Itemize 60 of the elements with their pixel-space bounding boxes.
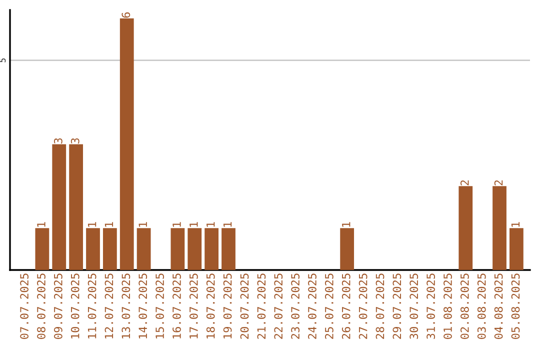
bar [458, 186, 473, 270]
data-label: 1 [104, 222, 114, 227]
data-label: 1 [88, 222, 96, 227]
x-tick-label: 12.07.2025 [104, 274, 114, 338]
bar [69, 144, 84, 270]
bar [222, 228, 236, 270]
data-label: 2 [494, 180, 503, 186]
data-label: 1 [511, 222, 520, 227]
bar [102, 228, 117, 270]
x-tick-label: 27.07.2025 [358, 274, 368, 339]
data-label: 2 [460, 180, 469, 186]
data-label: 3 [54, 138, 62, 144]
x-tick-label: 23.07.2025 [291, 274, 300, 339]
data-label: 1 [342, 222, 350, 227]
x-tick-label: 31.07.2025 [426, 274, 436, 339]
bar [136, 228, 151, 270]
data-label: 1 [172, 222, 181, 227]
bar [340, 228, 354, 270]
x-tick-label: 11.07.2025 [88, 274, 96, 338]
x-tick-label: 16.07.2025 [172, 274, 181, 338]
x-tick-label: 18.07.2025 [206, 274, 215, 338]
data-label: 1 [138, 222, 147, 227]
x-tick-label: 15.07.2025 [156, 274, 164, 338]
bar [52, 144, 66, 270]
data-label: 6 [122, 12, 130, 18]
x-tick-label: 26.07.2025 [342, 274, 350, 339]
x-tick-label: 04.08.2025 [494, 274, 503, 339]
x-tick-label: 28.07.2025 [376, 274, 384, 339]
data-label: 1 [37, 222, 46, 227]
x-tick-label: 24.07.2025 [308, 274, 316, 339]
bar [204, 228, 219, 270]
data-label: 3 [70, 138, 80, 144]
data-label: 1 [206, 222, 215, 227]
data-label: 1 [223, 222, 232, 227]
x-tick-label: 21.07.2025 [257, 274, 266, 339]
x-tick-label: 14.07.2025 [138, 274, 148, 338]
bar [188, 228, 202, 270]
x-tick-label: 19.07.2025 [223, 274, 232, 338]
x-tick-label: 20.07.2025 [240, 274, 249, 339]
x-tick-label: 13.07.2025 [122, 274, 130, 338]
data-label: 1 [190, 222, 198, 227]
x-tick-label: 03.08.2025 [477, 274, 486, 339]
x-tick-label: 25.07.2025 [324, 274, 334, 339]
x-tick-label: 01.08.2025 [444, 274, 452, 339]
x-tick-label: 30.07.2025 [410, 274, 418, 339]
x-tick-label: 02.08.2025 [460, 274, 469, 339]
bar [35, 228, 50, 270]
x-tick-label: 07.07.2025 [20, 274, 28, 339]
x-tick-label: 09.07.2025 [54, 274, 62, 339]
x-tick-label: 05.08.2025 [511, 274, 520, 339]
bar [510, 228, 524, 270]
x-tick-label: 08.07.2025 [37, 274, 46, 339]
x-tick-label: 17.07.2025 [189, 274, 198, 338]
bar [492, 186, 506, 270]
x-tick-label: 22.07.2025 [274, 274, 283, 339]
bar [86, 228, 100, 270]
x-tick-label: 10.07.2025 [70, 274, 80, 338]
x-tick-label: 29.07.2025 [392, 274, 402, 339]
bar [170, 228, 185, 270]
bar [120, 18, 134, 270]
